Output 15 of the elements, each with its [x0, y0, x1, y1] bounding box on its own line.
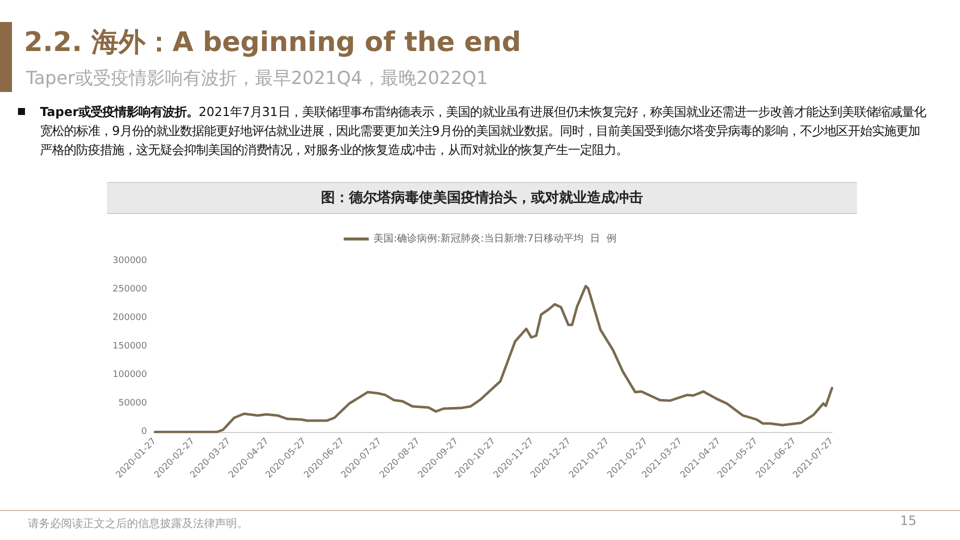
- y-tick-label: 50000: [118, 398, 148, 408]
- y-tick-label: 300000: [112, 256, 148, 266]
- text: Taper或受疫情影响有波折。: [40, 104, 199, 119]
- text: 请务必阅读正文之后的信息披露及法律声明。: [28, 516, 248, 531]
- y-tick-label: 100000: [112, 370, 148, 380]
- chart-title: 2.2. 海外：A beginning of the end: [24, 26, 522, 60]
- chart-subtitle: Taper或受疫情影响有波折，最早2021Q4，最晚2022Q1: [26, 67, 488, 90]
- y-tick-label: 200000: [112, 313, 148, 323]
- text: 15: [900, 514, 917, 529]
- y-tick-label: 0: [141, 427, 148, 437]
- y-tick-label: 150000: [112, 342, 148, 352]
- text: 图：德尔塔病毒使美国疫情抬头，或对就业造成冲击: [107, 182, 857, 214]
- y-tick-label: 250000: [112, 284, 148, 294]
- legend-label: 美国:确诊病例:新冠肺炎:当日新增:7日移动平均 日 例: [374, 232, 616, 244]
- line-series: [154, 284, 834, 434]
